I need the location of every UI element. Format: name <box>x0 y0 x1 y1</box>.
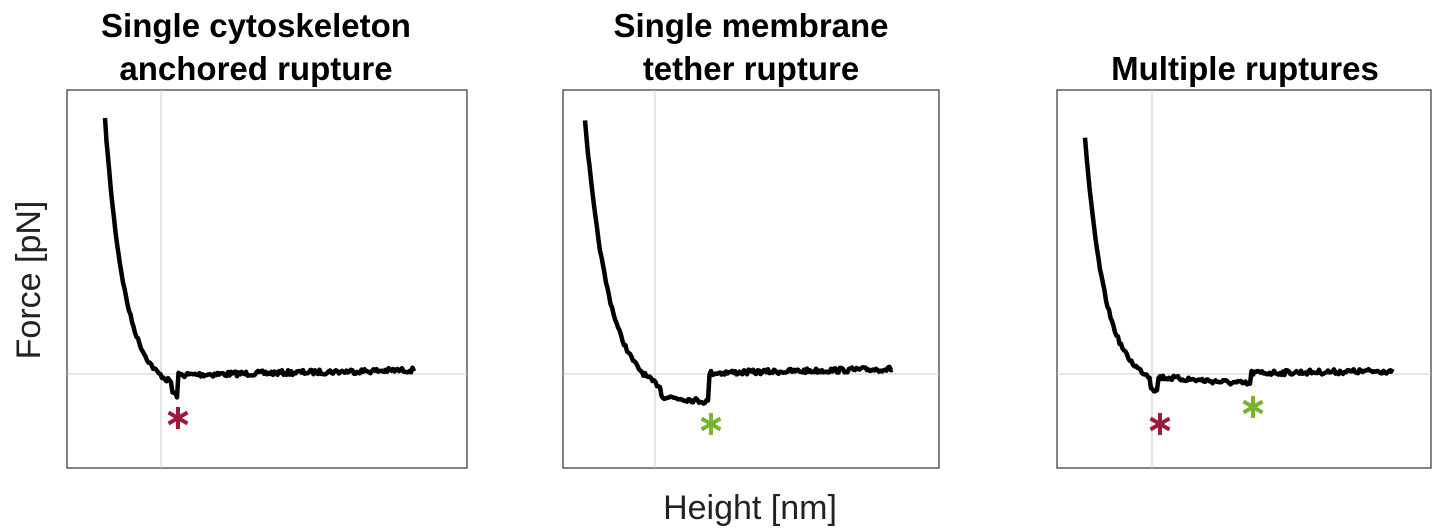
panel-title: Single cytoskeleton <box>101 7 411 44</box>
panel-3: Multiple ruptures <box>1056 50 1432 469</box>
rupture-marker <box>700 413 722 435</box>
plot-frame <box>66 89 468 469</box>
x-axis-label: Height [nm] <box>663 489 837 527</box>
panel-1: Single cytoskeleton anchored rupture <box>66 7 468 469</box>
rupture-marker <box>1242 396 1264 418</box>
panel-2: Single membrane tether rupture <box>562 7 940 469</box>
panel-title: tether rupture <box>643 50 859 87</box>
force-curve <box>102 117 417 400</box>
y-axis-label: Force [pN] <box>10 201 48 360</box>
plot-frame <box>562 89 940 469</box>
panel-title: Single membrane <box>613 7 888 44</box>
force-curve <box>582 120 894 406</box>
panel-title: anchored rupture <box>119 50 392 87</box>
rupture-marker <box>1149 413 1171 435</box>
plot-frame <box>1056 89 1432 469</box>
panel-title: Multiple ruptures <box>1111 50 1379 87</box>
rupture-marker <box>167 407 189 429</box>
force-curve <box>1082 137 1395 394</box>
